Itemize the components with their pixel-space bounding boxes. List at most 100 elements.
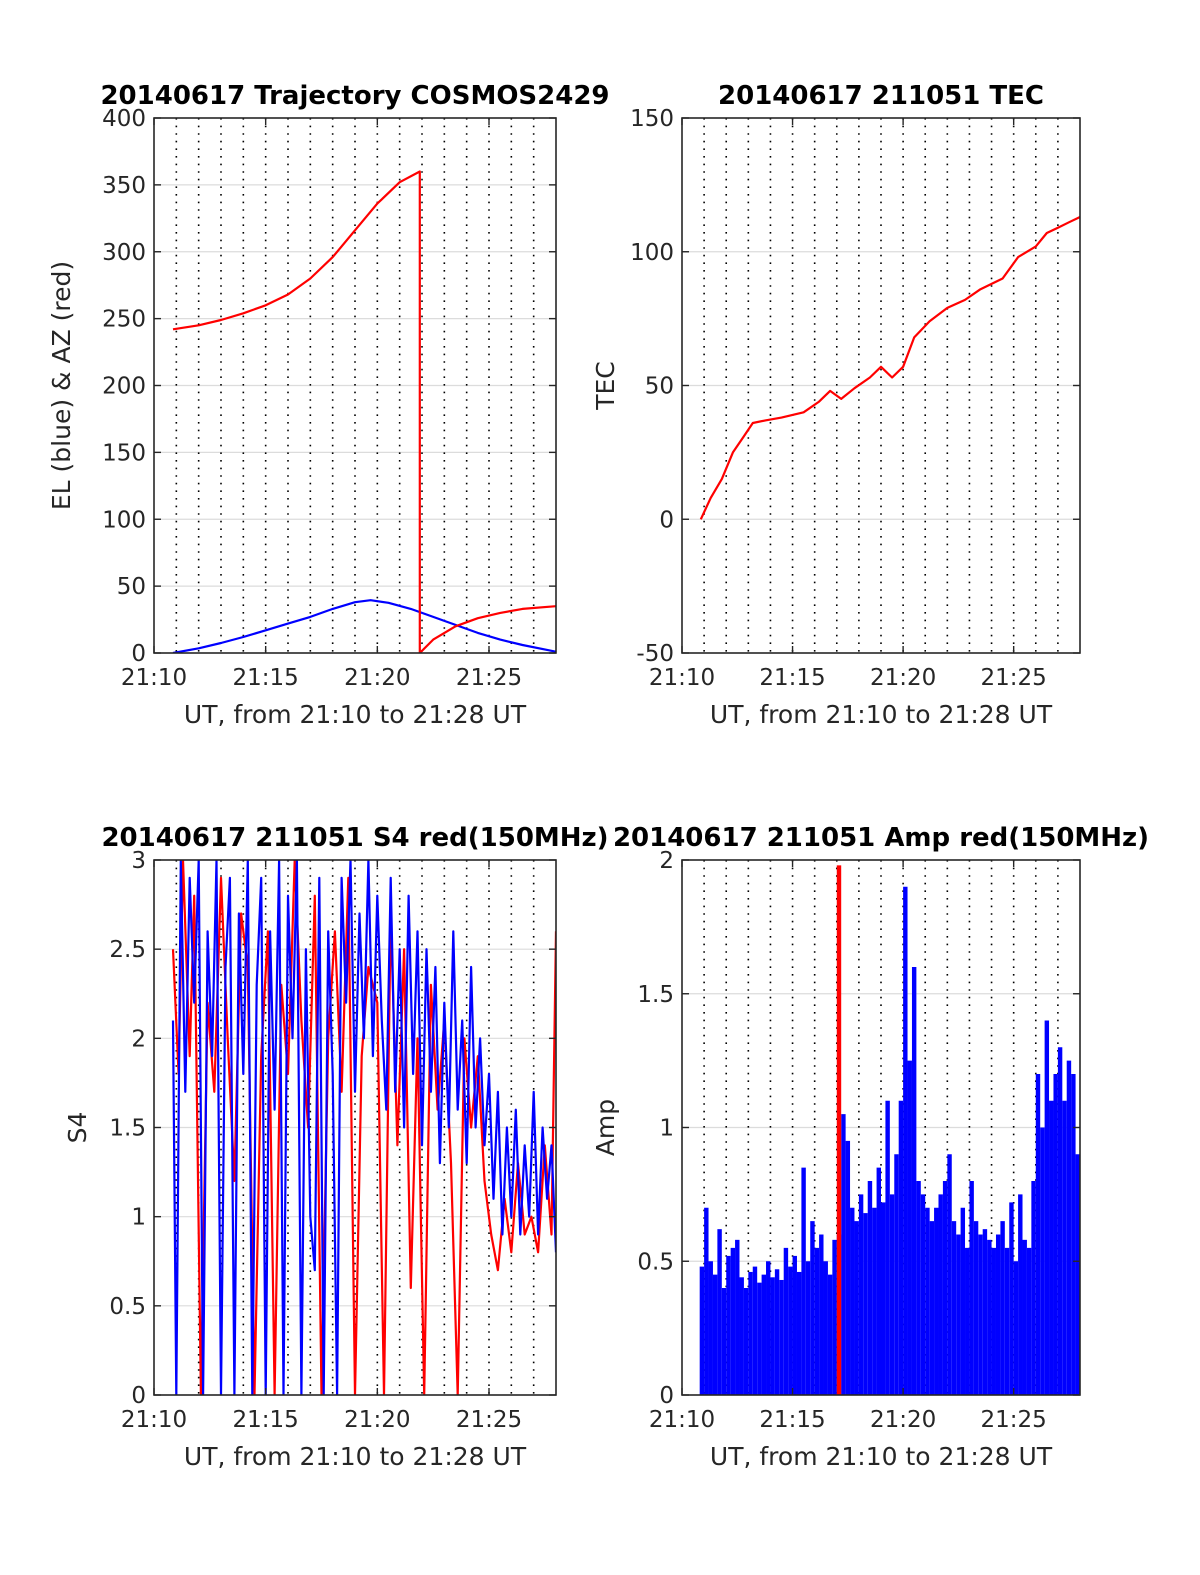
amp-bar <box>770 1277 775 1395</box>
amp-bar <box>721 1288 727 1395</box>
y-tick-label: 0 <box>131 1383 146 1409</box>
amp-bar <box>735 1239 740 1395</box>
y-tick-label: 1 <box>659 1116 674 1142</box>
y-tick-label: 1 <box>131 1205 146 1231</box>
amp-bar <box>836 865 842 1395</box>
amp-bar <box>805 1261 811 1395</box>
amp-bar <box>1000 1221 1005 1395</box>
amp-bar <box>942 1181 948 1395</box>
amp-bar <box>717 1229 722 1395</box>
y-tick-label: 2 <box>659 848 674 874</box>
amp-bar <box>991 1247 996 1395</box>
amp-bar <box>885 1100 890 1395</box>
amp-bar <box>1057 1047 1063 1395</box>
x-tick-label: 21:25 <box>456 665 522 691</box>
amp-bar <box>911 967 917 1395</box>
amp-bar <box>1018 1194 1023 1395</box>
y-axis-label: S4 <box>63 1112 92 1144</box>
amp-bar <box>801 1167 806 1395</box>
amp-bar <box>779 1279 784 1395</box>
y-tick-label: 50 <box>645 374 674 400</box>
x-tick-label: 21:25 <box>456 1407 522 1433</box>
y-tick-label: 1.5 <box>637 982 674 1008</box>
amp-bar <box>925 1207 930 1395</box>
y-tick-label: 150 <box>102 440 146 466</box>
plot-area <box>699 216 1080 520</box>
y-tick-label: 3 <box>131 848 146 874</box>
y-axis-label: TEC <box>591 361 620 411</box>
y-tick-label: 0 <box>659 1383 674 1409</box>
chart-tec: 21:10 21:15 21:20 21:25 -50 0 50 100 150 20140617… <box>591 81 1081 729</box>
x-tick-label: 21:15 <box>759 665 825 691</box>
x-axis-label: UT, from 21:10 to 21:28 UT <box>710 1442 1053 1471</box>
y-tick-label: 0 <box>659 507 674 533</box>
amp-bar <box>867 1181 873 1395</box>
amp-bar <box>748 1271 753 1395</box>
amp-bar <box>1026 1247 1032 1395</box>
amp-bar <box>858 1194 864 1395</box>
amp-bar <box>876 1167 881 1395</box>
amp-bar <box>1004 1247 1010 1395</box>
y-tick-label: 350 <box>102 173 146 199</box>
series-line-1 <box>172 170 556 653</box>
amp-bar <box>774 1269 780 1395</box>
amp-bar <box>854 1221 859 1395</box>
amp-bar <box>916 1181 921 1395</box>
x-tick-label: 21:20 <box>344 665 410 691</box>
amp-bar <box>934 1207 939 1395</box>
amp-bar <box>1071 1074 1076 1395</box>
x-tick-label: 21:15 <box>759 1407 825 1433</box>
amp-bar <box>699 1266 705 1395</box>
series-line-1 <box>171 860 556 1395</box>
amp-bar <box>841 1114 846 1395</box>
amp-bar <box>920 1194 926 1395</box>
amp-bar <box>969 1181 974 1395</box>
amp-bar <box>982 1229 988 1395</box>
chart-title: 20140617 211051 TEC <box>718 81 1044 111</box>
amp-bar <box>1035 1074 1041 1395</box>
amp-bar <box>1049 1100 1054 1395</box>
y-tick-label: 0.5 <box>109 1294 146 1320</box>
amp-bar <box>973 1221 979 1395</box>
amp-bar <box>850 1207 855 1395</box>
plot-area <box>699 865 1080 1395</box>
amp-bar <box>863 1213 868 1395</box>
amp-bar <box>1031 1181 1036 1395</box>
y-tick-label: 2 <box>131 1026 146 1052</box>
x-tick-label: 21:10 <box>649 1407 715 1433</box>
x-tick-label: 21:10 <box>121 1407 187 1433</box>
amp-bar <box>898 1100 904 1395</box>
amp-bar <box>704 1207 709 1395</box>
amp-bar <box>832 1239 837 1395</box>
y-tick-label: 50 <box>117 574 146 600</box>
amp-bar <box>743 1288 749 1395</box>
x-tick-label: 21:15 <box>233 1407 299 1433</box>
amp-bar <box>708 1261 713 1395</box>
amp-bar <box>889 1194 895 1395</box>
amp-bar <box>726 1255 731 1395</box>
amp-bar <box>730 1247 736 1395</box>
amp-bar <box>1062 1100 1067 1395</box>
x-axis-label: UT, from 21:10 to 21:28 UT <box>710 700 1053 729</box>
amp-bar <box>1013 1261 1019 1395</box>
y-tick-label: 100 <box>102 507 146 533</box>
amp-bar <box>987 1239 992 1395</box>
y-tick-label: 400 <box>102 106 146 132</box>
amp-bar <box>947 1154 952 1395</box>
amp-bar <box>872 1207 877 1395</box>
amp-bar <box>1066 1060 1072 1395</box>
y-tick-label: 0.5 <box>637 1249 674 1275</box>
plot-area <box>172 170 556 653</box>
x-tick-label: 21:10 <box>121 665 187 691</box>
x-axis-label: UT, from 21:10 to 21:28 UT <box>184 1442 527 1471</box>
amp-bar <box>783 1247 789 1395</box>
amp-bar <box>766 1261 771 1395</box>
amp-bar <box>761 1274 767 1395</box>
x-tick-label: 21:25 <box>981 1407 1047 1433</box>
amp-bar <box>978 1234 983 1395</box>
y-tick-label: 150 <box>630 106 674 132</box>
amp-bar <box>894 1154 899 1395</box>
x-tick-label: 21:15 <box>233 665 299 691</box>
